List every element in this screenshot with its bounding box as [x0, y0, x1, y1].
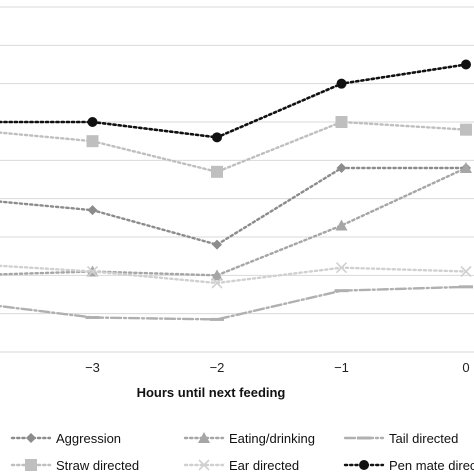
legend-label: Straw directed	[56, 458, 139, 473]
series-straw-directed	[0, 116, 472, 178]
legend-marker	[359, 460, 369, 470]
data-point	[87, 205, 98, 216]
legend: Aggression Eating/drinking Tail directed St…	[10, 431, 474, 473]
series-eating-drinking	[0, 162, 472, 281]
data-point	[211, 269, 223, 281]
data-point	[87, 117, 98, 127]
data-point	[335, 219, 348, 231]
legend-item: Ear directed	[183, 458, 299, 473]
legend-label: Pen mate directed	[389, 458, 474, 473]
data-point	[335, 262, 348, 274]
legend-item: Straw directed	[10, 458, 139, 473]
legend-marker	[25, 459, 37, 471]
data-point	[336, 163, 347, 173]
data-point	[210, 317, 224, 321]
series-line	[0, 285, 468, 321]
data-point	[85, 316, 100, 319]
data-point	[460, 162, 472, 173]
data-point	[86, 265, 99, 278]
data-point	[212, 132, 222, 143]
series-line	[0, 166, 468, 246]
series-line	[0, 264, 468, 285]
data-point	[461, 59, 471, 70]
series-group	[0, 59, 473, 321]
data-point	[211, 277, 223, 289]
series-ear-directed	[0, 262, 472, 289]
legend-label: Eating/drinking	[229, 431, 315, 446]
data-point	[86, 135, 99, 148]
data-point	[459, 285, 473, 289]
x-tick-labels: −3 −2 −1 0	[85, 360, 470, 375]
legend-label: Aggression	[56, 431, 121, 446]
x-tick-label: −3	[85, 360, 100, 375]
legend-item: Eating/drinking	[183, 431, 315, 446]
data-point	[460, 265, 472, 278]
gridlines	[0, 6, 474, 353]
x-tick-label: −1	[334, 360, 349, 375]
data-point	[460, 123, 472, 136]
series-line	[0, 166, 468, 277]
legend-marker	[198, 459, 210, 471]
series-line	[0, 120, 468, 174]
legend-item: Tail directed	[343, 431, 458, 446]
legend-marker	[198, 432, 210, 443]
data-point	[334, 289, 349, 293]
legend-marker	[357, 436, 371, 440]
x-tick-label: −2	[210, 360, 225, 375]
legend-marker	[26, 433, 36, 443]
data-point	[336, 78, 347, 89]
x-tick-label: 0	[462, 360, 469, 375]
data-point	[212, 239, 222, 250]
legend-item: Aggression	[10, 431, 121, 446]
legend-item: Pen mate directed	[343, 458, 474, 473]
x-axis-title: Hours until next feeding	[137, 385, 286, 400]
legend-label: Tail directed	[389, 431, 458, 446]
legend-label: Ear directed	[229, 458, 299, 473]
data-point	[211, 165, 223, 178]
series-tail-directed	[0, 285, 473, 321]
data-point	[335, 116, 348, 128]
series-pen-mate-directed	[0, 59, 471, 143]
